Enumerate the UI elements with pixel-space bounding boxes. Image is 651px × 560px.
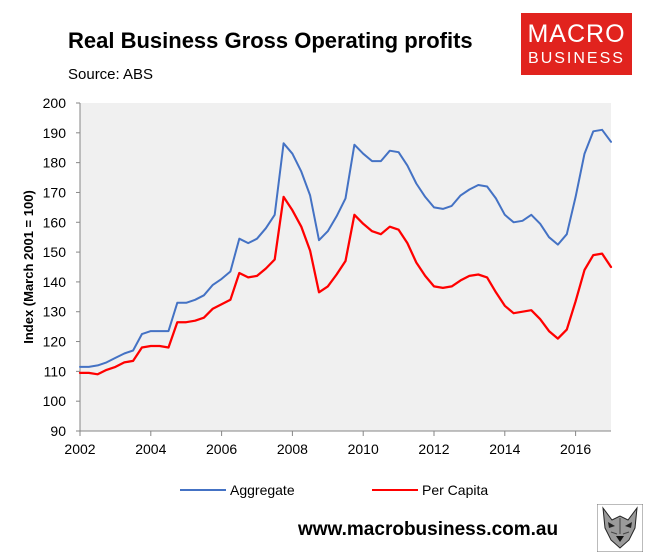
y-tick-label: 120 — [43, 334, 67, 350]
series-line-per-capita — [78, 195, 613, 376]
macrobusiness-logo: MACRO BUSINESS — [521, 13, 632, 75]
legend-label: Aggregate — [230, 482, 295, 498]
y-tick-label: 200 — [43, 95, 67, 111]
x-tick-label: 2016 — [560, 441, 591, 457]
website-url: www.macrobusiness.com.au — [298, 519, 559, 540]
y-axis-title: Index (March 2001 = 100) — [21, 190, 36, 344]
chart-title: Real Business Gross Operating profits — [68, 28, 473, 53]
x-tick-label: 2004 — [135, 441, 166, 457]
x-tick-label: 2002 — [64, 441, 95, 457]
y-tick-label: 100 — [43, 393, 67, 409]
y-tick-label: 110 — [44, 363, 67, 379]
y-tick-label: 150 — [43, 244, 67, 260]
wolf-icon — [597, 504, 643, 552]
y-tick-label: 170 — [43, 184, 67, 200]
y-tick-label: 180 — [43, 155, 67, 171]
plot-area — [80, 103, 611, 431]
source-label: Source: ABS — [68, 66, 154, 83]
x-tick-label: 2012 — [418, 441, 449, 457]
y-tick-label: 160 — [43, 214, 67, 230]
x-tick-label: 2008 — [277, 441, 308, 457]
y-tick-label: 90 — [50, 423, 66, 439]
x-tick-label: 2010 — [348, 441, 379, 457]
logo-line-1: MACRO — [527, 20, 626, 48]
logo-line-2: BUSINESS — [528, 50, 625, 67]
x-tick-label: 2014 — [489, 441, 520, 457]
y-tick-label: 190 — [43, 125, 67, 141]
y-tick-label: 140 — [43, 274, 67, 290]
legend-label: Per Capita — [422, 482, 488, 498]
x-tick-label: 2006 — [206, 441, 237, 457]
series-line-aggregate — [79, 128, 612, 368]
y-tick-label: 130 — [43, 304, 67, 320]
